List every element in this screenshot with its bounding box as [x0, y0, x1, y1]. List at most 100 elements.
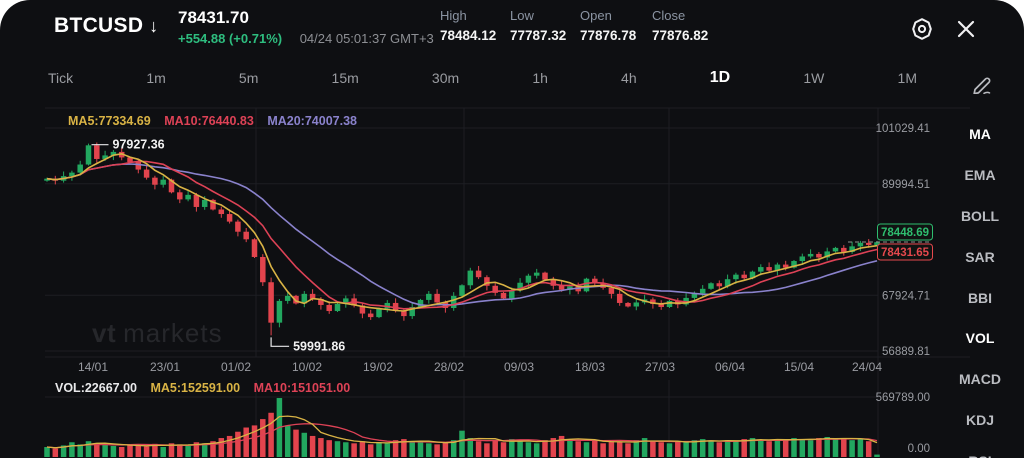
volume-bar [791, 438, 797, 457]
candle-body [650, 299, 656, 304]
date-axis-label: 10/02 [292, 360, 322, 374]
candle-body [841, 247, 847, 252]
candle-body [699, 288, 706, 294]
stat-high-label: High [440, 8, 467, 23]
indicator-item-rsi[interactable]: RSI [936, 440, 1024, 458]
ma5-label: MA5:77334.69 [68, 114, 151, 128]
ma5-line [46, 152, 878, 312]
timestamp: 04/24 05:01:37 GMT+3 [299, 31, 434, 46]
indicator-item-bbi[interactable]: BBI [967, 289, 993, 306]
candle-body [865, 242, 872, 245]
price-axis-label: 101029.41 [876, 123, 930, 135]
volume-bar [708, 441, 714, 457]
indicator-item-ema[interactable]: EMA [964, 167, 996, 184]
timeframe-tab-tick[interactable]: Tick [48, 70, 74, 86]
draw-tools-button[interactable] [964, 70, 1000, 98]
settings-button[interactable] [906, 14, 938, 44]
timeframe-tab-4h[interactable]: 4h [621, 70, 637, 86]
price-down-arrow-icon: ↓ [149, 16, 159, 36]
timeframe-tab-15m[interactable]: 15m [331, 70, 359, 86]
volume-bar [168, 443, 175, 457]
timeframe-tab-1d[interactable]: 1D [709, 69, 731, 86]
volume-bar [782, 440, 789, 457]
timeframe-tab-1h[interactable]: 1h [532, 70, 548, 86]
volume-bar [268, 412, 274, 457]
volume-bar [492, 440, 498, 457]
header: BTCUSD ↓ 78431.70 +554.88 (+0.71%) 04/24 … [0, 0, 1024, 57]
volume-bar [484, 443, 490, 457]
candle-body [359, 305, 366, 314]
volume-bar [94, 443, 100, 457]
volume-bar [69, 442, 75, 457]
candle-body [426, 293, 432, 300]
volume-bar [102, 444, 108, 457]
symbol-label: BTCUSD [54, 14, 144, 37]
volume-bar [865, 441, 872, 457]
candle-body [741, 274, 747, 279]
timeframe-tab-1m[interactable]: 1m [146, 70, 166, 86]
volume-bar [675, 441, 681, 457]
candle-body [309, 293, 316, 299]
volume-bar [384, 443, 391, 457]
volume-bar [177, 444, 183, 457]
candle-body [251, 239, 258, 257]
candle-body [168, 179, 175, 193]
candle-body [218, 209, 225, 215]
indicator-item-vol[interactable]: VOL [965, 330, 995, 347]
candle-body [583, 278, 590, 292]
volume-bar [143, 446, 150, 457]
volume-bar [392, 440, 399, 457]
close-button[interactable] [950, 14, 982, 44]
candle-body [816, 253, 822, 258]
candle-body [409, 306, 415, 317]
volume-bar [832, 439, 839, 457]
date-axis-label: 28/02 [434, 360, 464, 374]
indicator-sidebar: MA EMA BOLL SAR BBI VOL MACD KDJ RSI [936, 104, 1024, 458]
candle-body [857, 242, 864, 247]
volume-bar [592, 440, 598, 457]
candle-body [807, 253, 814, 257]
ma10-line [46, 160, 878, 310]
volume-bar [160, 446, 166, 457]
timeframe-tab-5m[interactable]: 5m [238, 70, 259, 86]
candle-body [633, 302, 640, 307]
volume-bar [583, 442, 590, 457]
indicator-item-sar[interactable]: SAR [965, 248, 995, 265]
ask-price-badge-text: 78448.69 [881, 227, 929, 239]
volume-bar [807, 440, 814, 457]
volume-bar [318, 438, 324, 457]
candle-body [193, 194, 200, 207]
candle-body [608, 287, 615, 294]
indicator-item-kdj[interactable]: KDJ [965, 411, 994, 428]
volume-bar [475, 441, 482, 457]
vol-ma10-label: MA10:151051.00 [253, 381, 351, 395]
indicator-item-ma[interactable]: MA [969, 126, 991, 143]
candle-body [824, 251, 830, 258]
volume-bar [343, 442, 349, 457]
candle-body [318, 298, 324, 305]
volume-bar [533, 443, 540, 457]
date-axis-label: 18/03 [575, 360, 605, 374]
volume-bar [218, 438, 225, 457]
stat-open-value: 77876.78 [580, 28, 637, 43]
volume-bar [226, 435, 233, 457]
indicator-item-macd[interactable]: MACD [959, 371, 1001, 388]
volume-bar [85, 441, 92, 457]
timeframe-tab-1m[interactable]: 1M [897, 70, 917, 86]
candle-body [749, 271, 756, 279]
candle-body [143, 169, 150, 178]
timeframe-tab-30m[interactable]: 30m [431, 70, 460, 86]
candle-body [724, 279, 731, 287]
candle-body [243, 231, 249, 240]
volume-bar [500, 442, 507, 457]
candle-body [293, 295, 299, 304]
volume-overlay-labels: VOL:22667.00 MA5:152591.00 MA10:151051.0… [55, 381, 360, 395]
volume-bar [608, 441, 615, 457]
symbol-title[interactable]: BTCUSD ↓ [54, 14, 159, 38]
stat-high: High 78484.12 [440, 8, 506, 43]
indicator-item-boll[interactable]: BOLL [960, 207, 1000, 224]
timeframe-tab-1w[interactable]: 1W [803, 70, 825, 86]
volume-bar [426, 443, 432, 457]
volume-bar [874, 454, 880, 457]
